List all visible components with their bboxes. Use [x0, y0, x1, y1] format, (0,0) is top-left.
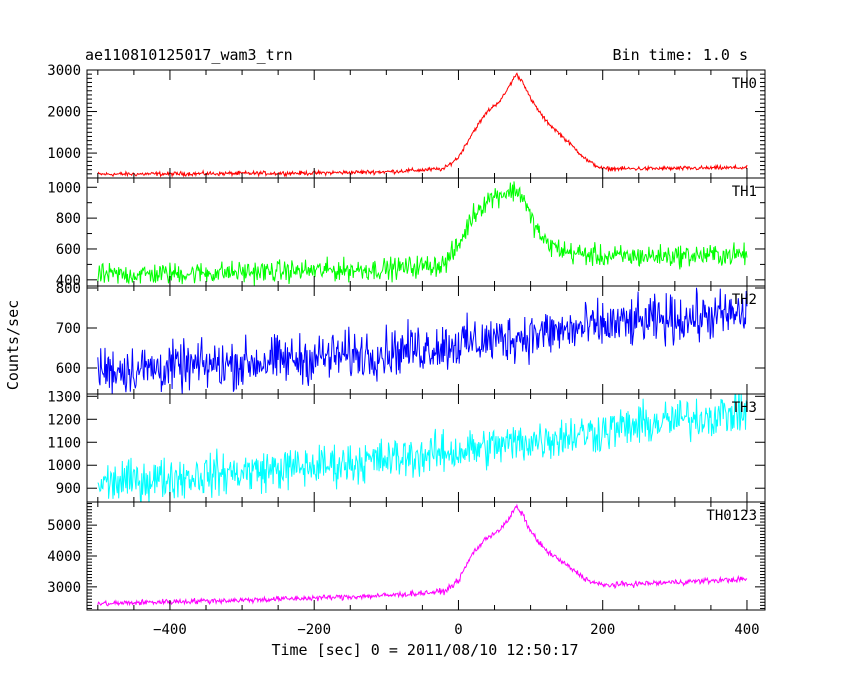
y-tick-label: 900 [56, 481, 81, 497]
y-tick-label: 1300 [47, 389, 81, 405]
y-tick-label: 700 [56, 321, 81, 337]
panel-label-th2: TH2 [732, 292, 757, 308]
x-tick-label: −400 [153, 622, 187, 638]
y-tick-label: 3000 [47, 580, 81, 596]
series-line-th0123 [97, 503, 748, 607]
y-tick-label: 1100 [47, 435, 81, 451]
panel-label-th3: TH3 [732, 400, 757, 416]
y-tick-label: 400 [56, 273, 81, 289]
y-tick-label: 1000 [47, 180, 81, 196]
plots [97, 72, 748, 607]
series-line-th0 [97, 72, 748, 178]
chart-subtitle: Bin time: 1.0 s [613, 46, 748, 64]
x-tick-label: 0 [454, 622, 462, 638]
y-axis-label: Counts/sec [4, 300, 22, 390]
panel-label-th0: TH0 [732, 76, 757, 92]
panel-frame-th0 [86, 69, 766, 179]
y-tick-label: 1200 [47, 412, 81, 428]
y-tick-label: 4000 [47, 549, 81, 565]
series-line-th3 [97, 394, 748, 502]
panel-frame-th0123 [86, 501, 766, 611]
x-axis-label: Time [sec] 0 = 2011/08/10 12:50:17 [271, 641, 578, 659]
panel-label-th0123: TH0123 [706, 508, 757, 524]
x-tick-label: −200 [297, 622, 331, 638]
y-tick-label: 3000 [47, 63, 81, 79]
y-tick-label: 1000 [47, 146, 81, 162]
panel-frame-th1 [86, 177, 766, 287]
x-tick-label: 400 [734, 622, 759, 638]
panel-label-th1: TH1 [732, 184, 757, 200]
panel-frame-th3 [86, 393, 766, 503]
chart-title: ae110810125017_wam3_trn [85, 46, 293, 64]
y-tick-label: 800 [56, 281, 81, 297]
y-tick-label: 600 [56, 242, 81, 258]
series-line-th2 [97, 287, 748, 394]
y-tick-label: 2000 [47, 105, 81, 121]
series-line-th1 [97, 181, 748, 286]
y-tick-label: 800 [56, 211, 81, 227]
y-tick-label: 1000 [47, 458, 81, 474]
x-tick-label: 200 [590, 622, 615, 638]
y-tick-label: 5000 [47, 518, 81, 534]
y-tick-label: 600 [56, 361, 81, 377]
